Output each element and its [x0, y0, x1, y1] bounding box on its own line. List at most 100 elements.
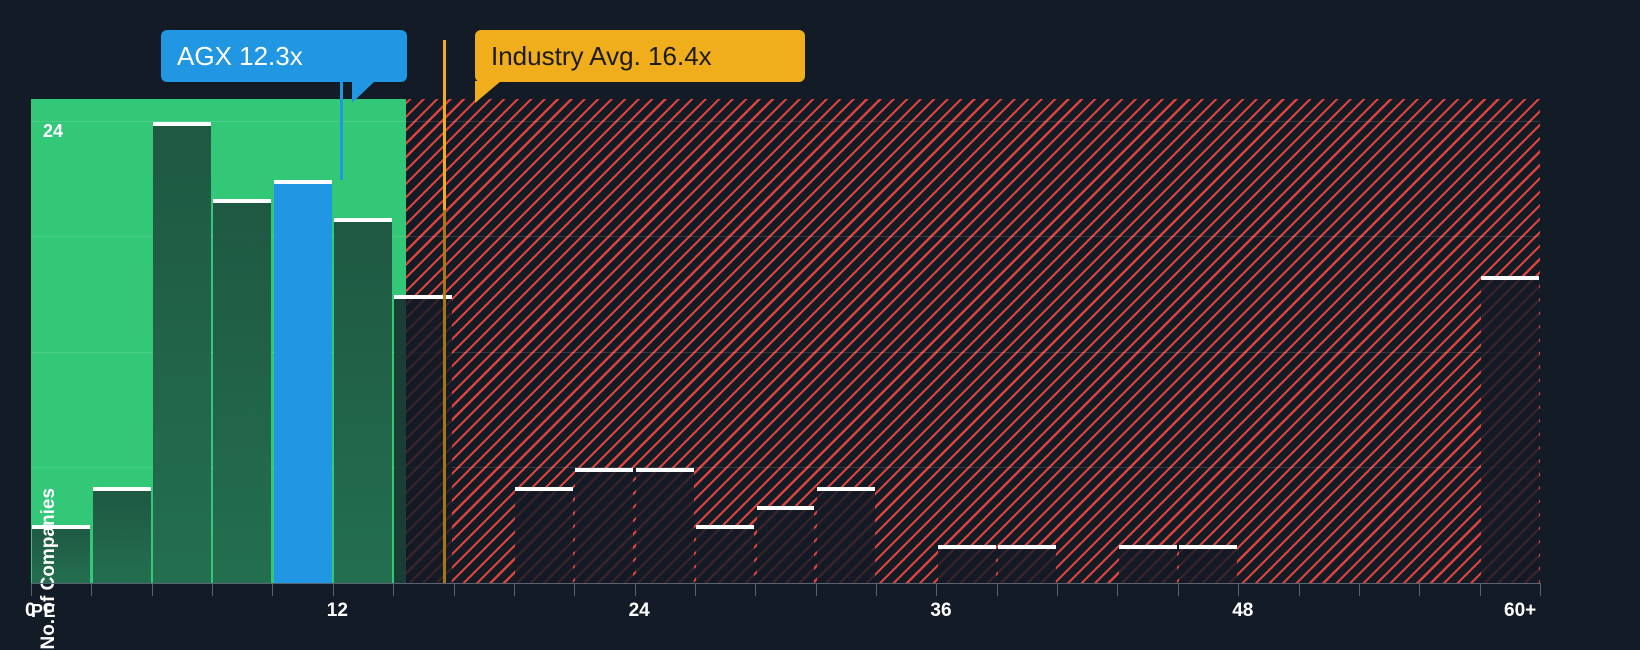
bar-cap	[1480, 275, 1539, 280]
x-tick	[1298, 583, 1300, 596]
x-tick	[996, 583, 998, 596]
bar-body	[1480, 278, 1539, 583]
bar-cap	[273, 179, 332, 184]
x-tick	[1057, 583, 1059, 596]
x-tick	[634, 583, 636, 596]
x-tick	[1238, 583, 1240, 596]
x-tick	[332, 583, 334, 596]
x-tick-label: 12	[326, 600, 348, 621]
x-tick	[936, 583, 938, 596]
bar-body	[515, 489, 574, 583]
agx-callout-tail	[352, 81, 375, 103]
agx-callout[interactable]: AGX 12.3x	[161, 30, 407, 82]
x-tick	[513, 583, 515, 596]
gridline	[31, 121, 1540, 123]
x-tick	[91, 583, 93, 596]
x-tick	[272, 583, 274, 596]
bar[interactable]	[1118, 544, 1177, 583]
bar-cap	[152, 122, 211, 127]
bar[interactable]	[756, 506, 815, 583]
bar-body	[575, 470, 634, 583]
bar-cap	[575, 467, 634, 472]
bar[interactable]	[394, 294, 453, 583]
x-tick	[815, 583, 817, 596]
bar[interactable]	[1179, 544, 1237, 583]
bar[interactable]	[816, 486, 875, 583]
bar-body	[273, 182, 332, 583]
bar[interactable]	[334, 218, 392, 583]
bar[interactable]	[213, 198, 272, 583]
agx-marker-line	[340, 58, 344, 180]
bar[interactable]	[152, 122, 211, 583]
bar-body	[635, 470, 694, 583]
bar[interactable]	[92, 486, 151, 583]
x-tick-label: 24	[628, 600, 650, 621]
bar-cap	[997, 544, 1056, 549]
bar[interactable]	[635, 467, 694, 583]
bar-cap	[92, 486, 151, 491]
bar-cap	[696, 525, 755, 530]
bar-cap	[816, 486, 875, 491]
bar[interactable]	[1480, 275, 1539, 583]
industry-marker-line	[443, 40, 447, 210]
bar-body	[816, 489, 875, 583]
bar-body	[997, 547, 1056, 583]
above-average-zone	[405, 99, 1540, 583]
bar[interactable]	[32, 525, 91, 583]
x-tick	[212, 583, 214, 596]
bar-cap	[213, 198, 272, 203]
x-tick	[1540, 583, 1541, 596]
bar[interactable]	[997, 544, 1056, 583]
x-tick	[876, 583, 878, 596]
bar-body	[32, 528, 91, 583]
bar[interactable]	[575, 467, 634, 583]
bar-cap	[1179, 544, 1237, 549]
x-tick	[393, 583, 395, 596]
bar[interactable]	[937, 544, 996, 583]
bar-body	[696, 528, 755, 583]
bar-body	[937, 547, 996, 583]
gridline	[31, 466, 1540, 468]
x-tick	[1419, 583, 1421, 596]
bar-cap	[334, 218, 392, 223]
x-axis-line	[31, 583, 1540, 584]
x-tick	[755, 583, 757, 596]
bar-cap	[32, 525, 91, 530]
x-tick	[1117, 583, 1119, 596]
bar-body	[1179, 547, 1237, 583]
plot-area	[31, 99, 1540, 583]
x-tick	[1177, 583, 1179, 596]
industry-callout[interactable]: Industry Avg. 16.4x	[475, 30, 805, 82]
x-tick	[31, 583, 32, 596]
bar-body	[213, 201, 272, 583]
bar-body	[394, 297, 453, 583]
bar[interactable]	[515, 486, 574, 583]
x-tick	[453, 583, 455, 596]
x-tick	[574, 583, 576, 596]
gridline	[31, 236, 1540, 238]
bar[interactable]	[273, 179, 332, 583]
x-tick	[694, 583, 696, 596]
x-axis-prefix-label: PE	[31, 601, 57, 621]
gridline	[31, 351, 1540, 353]
bar-cap	[394, 294, 453, 299]
x-tick	[1479, 583, 1481, 596]
bar-body	[334, 221, 392, 583]
y-max-label: 24	[43, 121, 64, 141]
bar-cap	[756, 506, 815, 511]
x-tick	[151, 583, 153, 596]
bar-body	[1118, 547, 1177, 583]
bar-body	[152, 125, 211, 583]
y-axis-label: No. of Companies	[38, 488, 59, 650]
bar-cap	[937, 544, 996, 549]
industry-callout-tail	[475, 81, 501, 103]
bar[interactable]	[696, 525, 755, 583]
x-tick-label: 60+	[1504, 600, 1537, 621]
bar-cap	[1118, 544, 1177, 549]
agx-callout-label: AGX 12.3x	[177, 40, 303, 71]
bar-cap	[515, 486, 574, 491]
x-tick-label: 36	[930, 600, 952, 621]
x-tick	[1358, 583, 1360, 596]
bar-cap	[635, 467, 694, 472]
